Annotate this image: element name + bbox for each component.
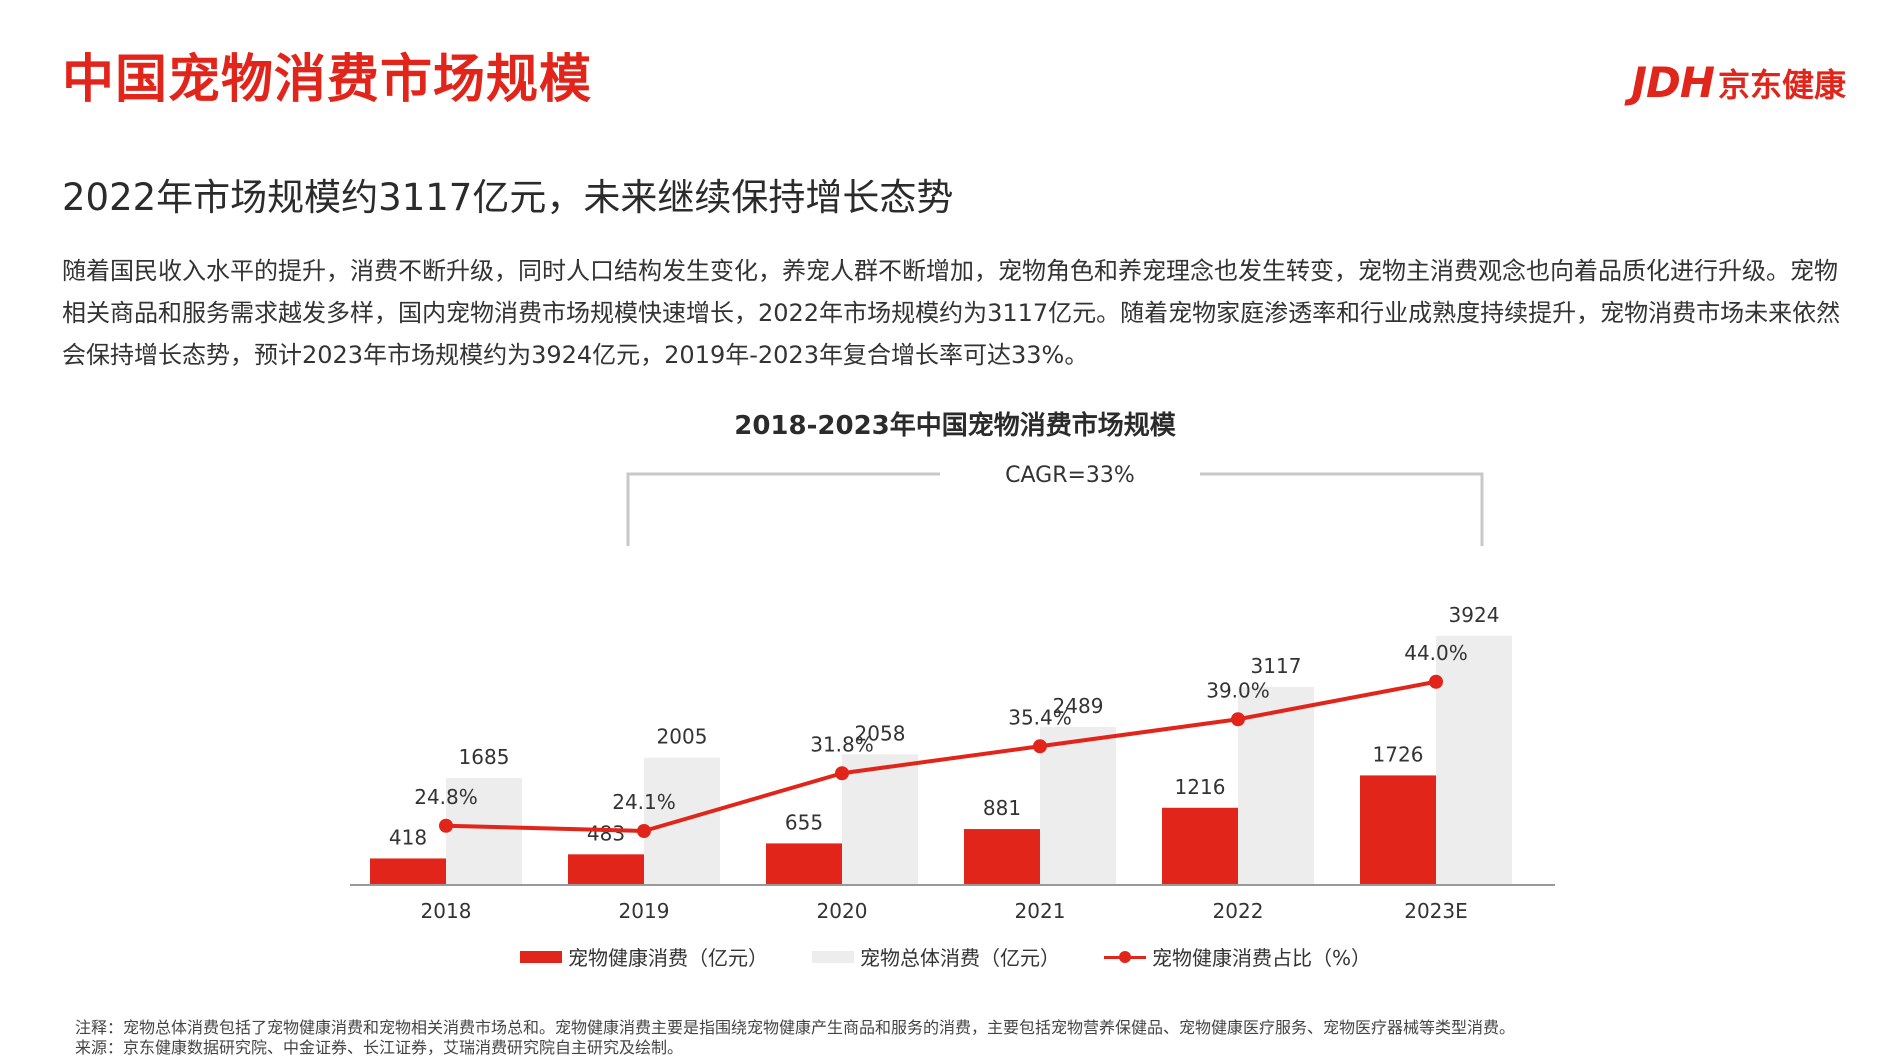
x-tick-2020: 2020	[817, 899, 868, 923]
share-point-2021	[1033, 739, 1047, 754]
x-tick-2021: 2021	[1015, 899, 1066, 923]
footnote-note: 注释：宠物总体消费包括了宠物健康消费和宠物相关消费市场总和。宠物健康消费主要是指…	[75, 1018, 1516, 1037]
bar-total-2018	[446, 778, 522, 885]
bar-total-2022	[1238, 687, 1314, 885]
chart-legend: 宠物健康消费（亿元） 宠物总体消费（亿元） 宠物健康消费占比（%）	[520, 942, 1415, 971]
bar-label-total-2023E: 3924	[1449, 603, 1500, 627]
bar-label-health-2022: 1216	[1175, 775, 1226, 799]
share-label-2022: 39.0%	[1206, 678, 1270, 702]
bar-label-health-2018: 418	[389, 825, 427, 849]
share-point-2018	[439, 818, 453, 833]
x-tick-2018: 2018	[421, 899, 472, 923]
market-size-chart: 2018-2023年中国宠物消费市场规模 CAGR=33% 418 1685 483…	[350, 410, 1555, 923]
legend-swatch-red	[520, 950, 562, 963]
share-label-2019: 24.1%	[612, 790, 676, 814]
bar-health-2021	[964, 829, 1040, 885]
legend-swatch-line	[1104, 950, 1146, 963]
jd-health-logo: JDH 京东健康	[1631, 58, 1846, 107]
bar-health-2022	[1162, 807, 1238, 885]
bar-health-2018	[370, 858, 446, 885]
legend-label-share: 宠物健康消费占比（%）	[1152, 946, 1372, 970]
cagr-bracket-left	[626, 472, 940, 546]
bar-label-health-2021: 881	[983, 796, 1021, 820]
bar-label-total-2020: 2058	[855, 721, 906, 745]
bar-label-health-2023E: 1726	[1373, 742, 1424, 766]
legend-swatch-grey	[812, 950, 854, 963]
legend-item-total: 宠物总体消费（亿元）	[812, 942, 1060, 971]
legend-item-share: 宠物健康消费占比（%）	[1104, 942, 1371, 971]
bar-health-2023E	[1360, 775, 1436, 885]
share-label-2021: 35.4%	[1008, 705, 1072, 729]
bar-label-total-2021: 2489	[1053, 694, 1104, 718]
bar-total-2020	[842, 754, 918, 885]
bar-label-total-2022: 3117	[1251, 654, 1302, 678]
cagr-bracket-right	[1200, 472, 1484, 546]
bar-total-2023E	[1436, 635, 1512, 885]
page-title: 中国宠物消费市场规模	[62, 50, 593, 110]
cagr-label: CAGR=33%	[1005, 463, 1135, 488]
share-point-2022	[1231, 712, 1245, 727]
bar-label-total-2019: 2005	[657, 725, 708, 749]
chart-title: 2018-2023年中国宠物消费市场规模	[734, 410, 1177, 441]
footnote: 注释：宠物总体消费包括了宠物健康消费和宠物相关消费市场总和。宠物健康消费主要是指…	[75, 1018, 1875, 1058]
bar-total-2021	[1040, 726, 1116, 885]
bar-label-health-2019: 483	[587, 821, 625, 845]
bar-label-total-2018: 1685	[459, 745, 510, 769]
x-tick-2022: 2022	[1213, 899, 1264, 923]
body-paragraph: 随着国民收入水平的提升，消费不断升级，同时人口结构发生变化，养宠人群不断增加，宠…	[62, 257, 1841, 369]
share-point-2023E	[1429, 674, 1443, 689]
x-tick-2019: 2019	[619, 899, 670, 923]
share-line	[445, 679, 1437, 833]
legend-label-total: 宠物总体消费（亿元）	[860, 946, 1060, 970]
bar-label-health-2020: 655	[785, 810, 823, 834]
x-tick-2023E: 2023E	[1404, 899, 1468, 923]
share-point-2020	[835, 766, 849, 781]
share-label-2020: 31.8%	[810, 732, 874, 756]
section-subtitle: 2022年市场规模约3117亿元，未来继续保持增长态势	[62, 176, 954, 219]
bar-health-2019	[568, 854, 644, 885]
bar-health-2020	[766, 843, 842, 885]
footnote-source: 来源：京东健康数据研究院、中金证券、长江证券，艾瑞消费研究院自主研究及绘制。	[75, 1038, 684, 1057]
legend-item-health: 宠物健康消费（亿元）	[520, 942, 768, 971]
share-label-2018: 24.8%	[414, 785, 478, 809]
share-point-2019	[637, 824, 651, 838]
legend-label-health: 宠物健康消费（亿元）	[568, 946, 768, 970]
logo-mark: JDH	[1631, 58, 1715, 107]
share-label-2023E: 44.0%	[1404, 641, 1468, 665]
logo-text: 京东健康	[1717, 65, 1846, 104]
